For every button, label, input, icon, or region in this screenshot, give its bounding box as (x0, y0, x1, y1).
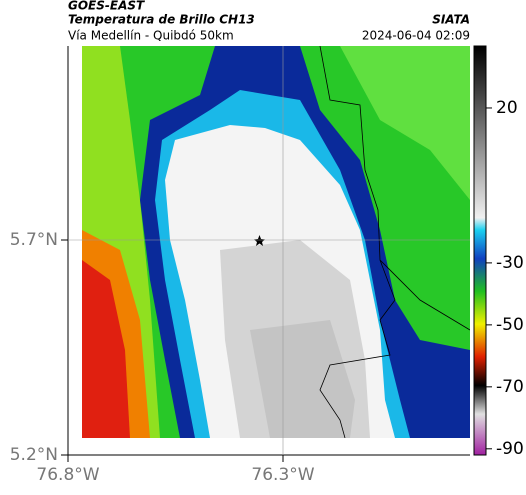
datetime: 2024-06-04 02:09 (362, 29, 470, 43)
lon-label: 76.8°W (36, 465, 99, 485)
lon-label: 76.3°W (251, 465, 314, 485)
colorbar-label: -90 (496, 439, 524, 459)
organization: SIATA (432, 13, 470, 27)
colorbar-label: 20 (496, 98, 518, 118)
lat-label: 5.7°N (10, 230, 58, 250)
source: GOES-EAST (68, 0, 145, 13)
colorbar-label: -70 (496, 377, 524, 397)
lat-label: 5.2°N (10, 445, 58, 465)
colorbar-label: -50 (496, 315, 524, 335)
colorbar-label: -30 (496, 253, 524, 273)
colorbar (473, 45, 487, 456)
satellite-image (82, 46, 470, 438)
title: Temperatura de Brillo CH13 (68, 13, 255, 27)
subtitle: Vía Medellín - Quibdó 50km (68, 29, 234, 43)
location-star (254, 235, 265, 246)
